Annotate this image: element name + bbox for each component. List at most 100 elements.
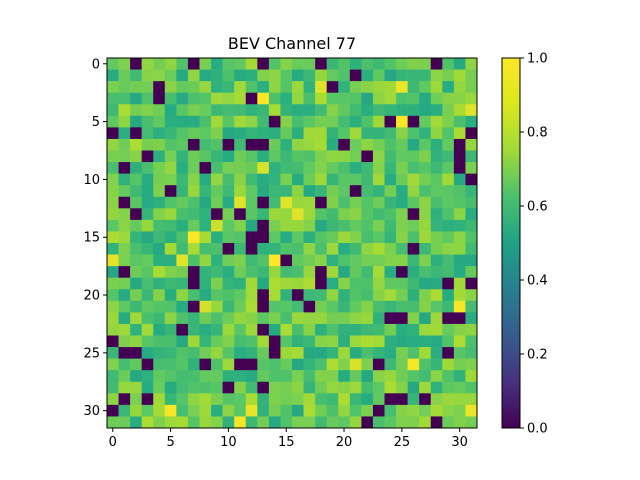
heatmap-cell — [326, 277, 339, 290]
heatmap-cell — [303, 138, 316, 151]
heatmap-cell — [222, 358, 235, 371]
heatmap-cell — [107, 254, 119, 267]
heatmap-cell — [187, 289, 200, 302]
heatmap-cell — [118, 312, 131, 325]
heatmap-cell — [338, 381, 351, 394]
heatmap-cell — [338, 300, 351, 313]
heatmap-cell — [453, 81, 466, 93]
heatmap-cell — [211, 115, 223, 128]
x-axis: 0 5 10 15 20 25 30 — [109, 428, 468, 450]
heatmap-cell — [141, 104, 154, 117]
heatmap-cell — [407, 312, 420, 325]
heatmap-cell — [187, 404, 200, 417]
heatmap-cell — [465, 404, 478, 417]
heatmap-cell — [199, 69, 212, 82]
heatmap-cell — [372, 219, 385, 232]
heatmap-cell — [118, 127, 131, 140]
heatmap-cell — [430, 231, 443, 244]
heatmap-cell — [407, 416, 420, 429]
heatmap-cell — [338, 185, 351, 198]
heatmap-cell — [384, 231, 397, 244]
y-tick-label: 20 — [83, 289, 100, 304]
heatmap-cell — [176, 58, 189, 70]
heatmap-cell — [349, 104, 362, 117]
heatmap-cell — [338, 138, 351, 151]
heatmap-cell — [130, 58, 142, 70]
heatmap-cell — [453, 127, 466, 140]
heatmap-cell — [419, 323, 432, 336]
heatmap-cell — [442, 312, 455, 325]
heatmap-cell — [257, 208, 270, 221]
heatmap-cell — [396, 243, 408, 255]
heatmap-cell — [349, 289, 362, 302]
heatmap-cell — [292, 289, 304, 302]
heatmap-cell — [292, 404, 304, 417]
heatmap-cell — [199, 404, 212, 417]
heatmap-cell — [303, 393, 316, 406]
heatmap-cell — [211, 416, 223, 429]
heatmap-cell — [315, 393, 327, 406]
heatmap-cell — [211, 335, 223, 348]
heatmap-cell — [234, 162, 247, 174]
heatmap-cell — [107, 358, 119, 371]
heatmap-cell — [430, 347, 443, 359]
heatmap-cell — [292, 196, 304, 209]
heatmap-cell — [176, 323, 189, 336]
heatmap-cell — [257, 358, 270, 371]
heatmap-cell — [442, 231, 455, 244]
heatmap-cell — [361, 358, 374, 371]
heatmap-cell — [407, 69, 420, 82]
heatmap-cell — [396, 300, 408, 313]
heatmap-cell — [164, 404, 177, 417]
heatmap-cell — [338, 127, 351, 140]
heatmap-cell — [107, 404, 119, 417]
heatmap-cell — [384, 92, 397, 105]
heatmap-cell — [130, 404, 142, 417]
heatmap-cell — [361, 138, 374, 151]
heatmap-cell — [303, 335, 316, 348]
heatmap-cell — [453, 219, 466, 232]
heatmap-cell — [361, 219, 374, 232]
heatmap-cell — [187, 416, 200, 429]
heatmap-cell — [326, 323, 339, 336]
heatmap-cell — [338, 335, 351, 348]
heatmap-cell — [384, 173, 397, 186]
heatmap-cell — [280, 196, 293, 209]
heatmap-cell — [361, 231, 374, 244]
heatmap-cell — [430, 196, 443, 209]
heatmap-cell — [268, 173, 281, 186]
heatmap-cell — [141, 416, 154, 429]
heatmap-cell — [268, 243, 281, 255]
colorbar-ticks: 0.0 0.2 0.4 0.6 0.8 1.0 — [520, 52, 548, 437]
heatmap-cell — [372, 185, 385, 198]
heatmap-cell — [349, 173, 362, 186]
heatmap-cell — [419, 58, 432, 70]
heatmap-cell — [118, 81, 131, 93]
heatmap-cell — [245, 69, 258, 82]
heatmap-cell — [141, 173, 154, 186]
heatmap-cell — [419, 127, 432, 140]
heatmap-cell — [372, 104, 385, 117]
heatmap-cell — [338, 58, 351, 70]
heatmap-cell — [430, 277, 443, 290]
heatmap-cell — [153, 58, 166, 70]
heatmap-cell — [372, 277, 385, 290]
heatmap-cell — [222, 81, 235, 93]
heatmap-cell — [245, 150, 258, 163]
heatmap-cell — [315, 277, 327, 290]
heatmap-cell — [153, 312, 166, 325]
heatmap-cell — [118, 104, 131, 117]
heatmap-cell — [176, 138, 189, 151]
heatmap-cell — [442, 393, 455, 406]
heatmap-cell — [419, 231, 432, 244]
heatmap-cell — [315, 92, 327, 105]
heatmap-cell — [268, 58, 281, 70]
heatmap-cell — [292, 81, 304, 93]
heatmap-cell — [245, 289, 258, 302]
heatmap-cell — [222, 243, 235, 255]
heatmap-cell — [453, 393, 466, 406]
heatmap-cell — [349, 138, 362, 151]
heatmap-cell — [465, 358, 478, 371]
heatmap-cell — [222, 300, 235, 313]
heatmap-cell — [326, 404, 339, 417]
